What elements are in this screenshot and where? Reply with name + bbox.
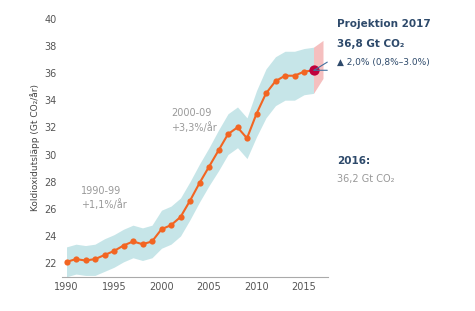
Text: 2000-09
+3,3%/år: 2000-09 +3,3%/år: [171, 108, 217, 133]
Point: [310, 68, 317, 73]
Point: [148, 239, 156, 244]
Point: [224, 132, 232, 137]
Text: 36,8 Gt CO₂: 36,8 Gt CO₂: [337, 39, 405, 49]
Point: [262, 91, 270, 96]
Point: [310, 68, 317, 73]
Point: [101, 253, 108, 258]
Point: [215, 148, 222, 153]
Point: [63, 259, 70, 264]
Point: [205, 164, 213, 169]
Point: [243, 136, 251, 141]
Point: [234, 125, 241, 130]
Point: [272, 79, 279, 84]
Point: [167, 223, 175, 228]
Point: [139, 242, 146, 247]
Point: [91, 257, 99, 262]
Text: ▲ 2,0% (0,8%–3.0%): ▲ 2,0% (0,8%–3.0%): [337, 58, 430, 67]
Point: [281, 73, 289, 78]
Point: [110, 248, 118, 253]
Point: [82, 258, 89, 263]
Point: [300, 69, 308, 74]
Text: 1990-99
+1,1%/år: 1990-99 +1,1%/år: [81, 186, 126, 210]
Text: 2016:: 2016:: [337, 156, 370, 165]
Point: [177, 215, 184, 220]
Point: [120, 243, 127, 248]
Point: [253, 111, 260, 116]
Text: Projektion 2017: Projektion 2017: [337, 19, 431, 29]
Point: [291, 73, 298, 78]
Point: [186, 198, 194, 203]
Text: 36,2 Gt CO₂: 36,2 Gt CO₂: [337, 174, 395, 184]
Point: [72, 257, 80, 262]
Y-axis label: Koldioxidutsläpp (Gt CO₂/år): Koldioxidutsläpp (Gt CO₂/år): [30, 84, 40, 211]
Point: [129, 239, 137, 244]
Point: [196, 181, 203, 186]
Point: [158, 227, 165, 232]
